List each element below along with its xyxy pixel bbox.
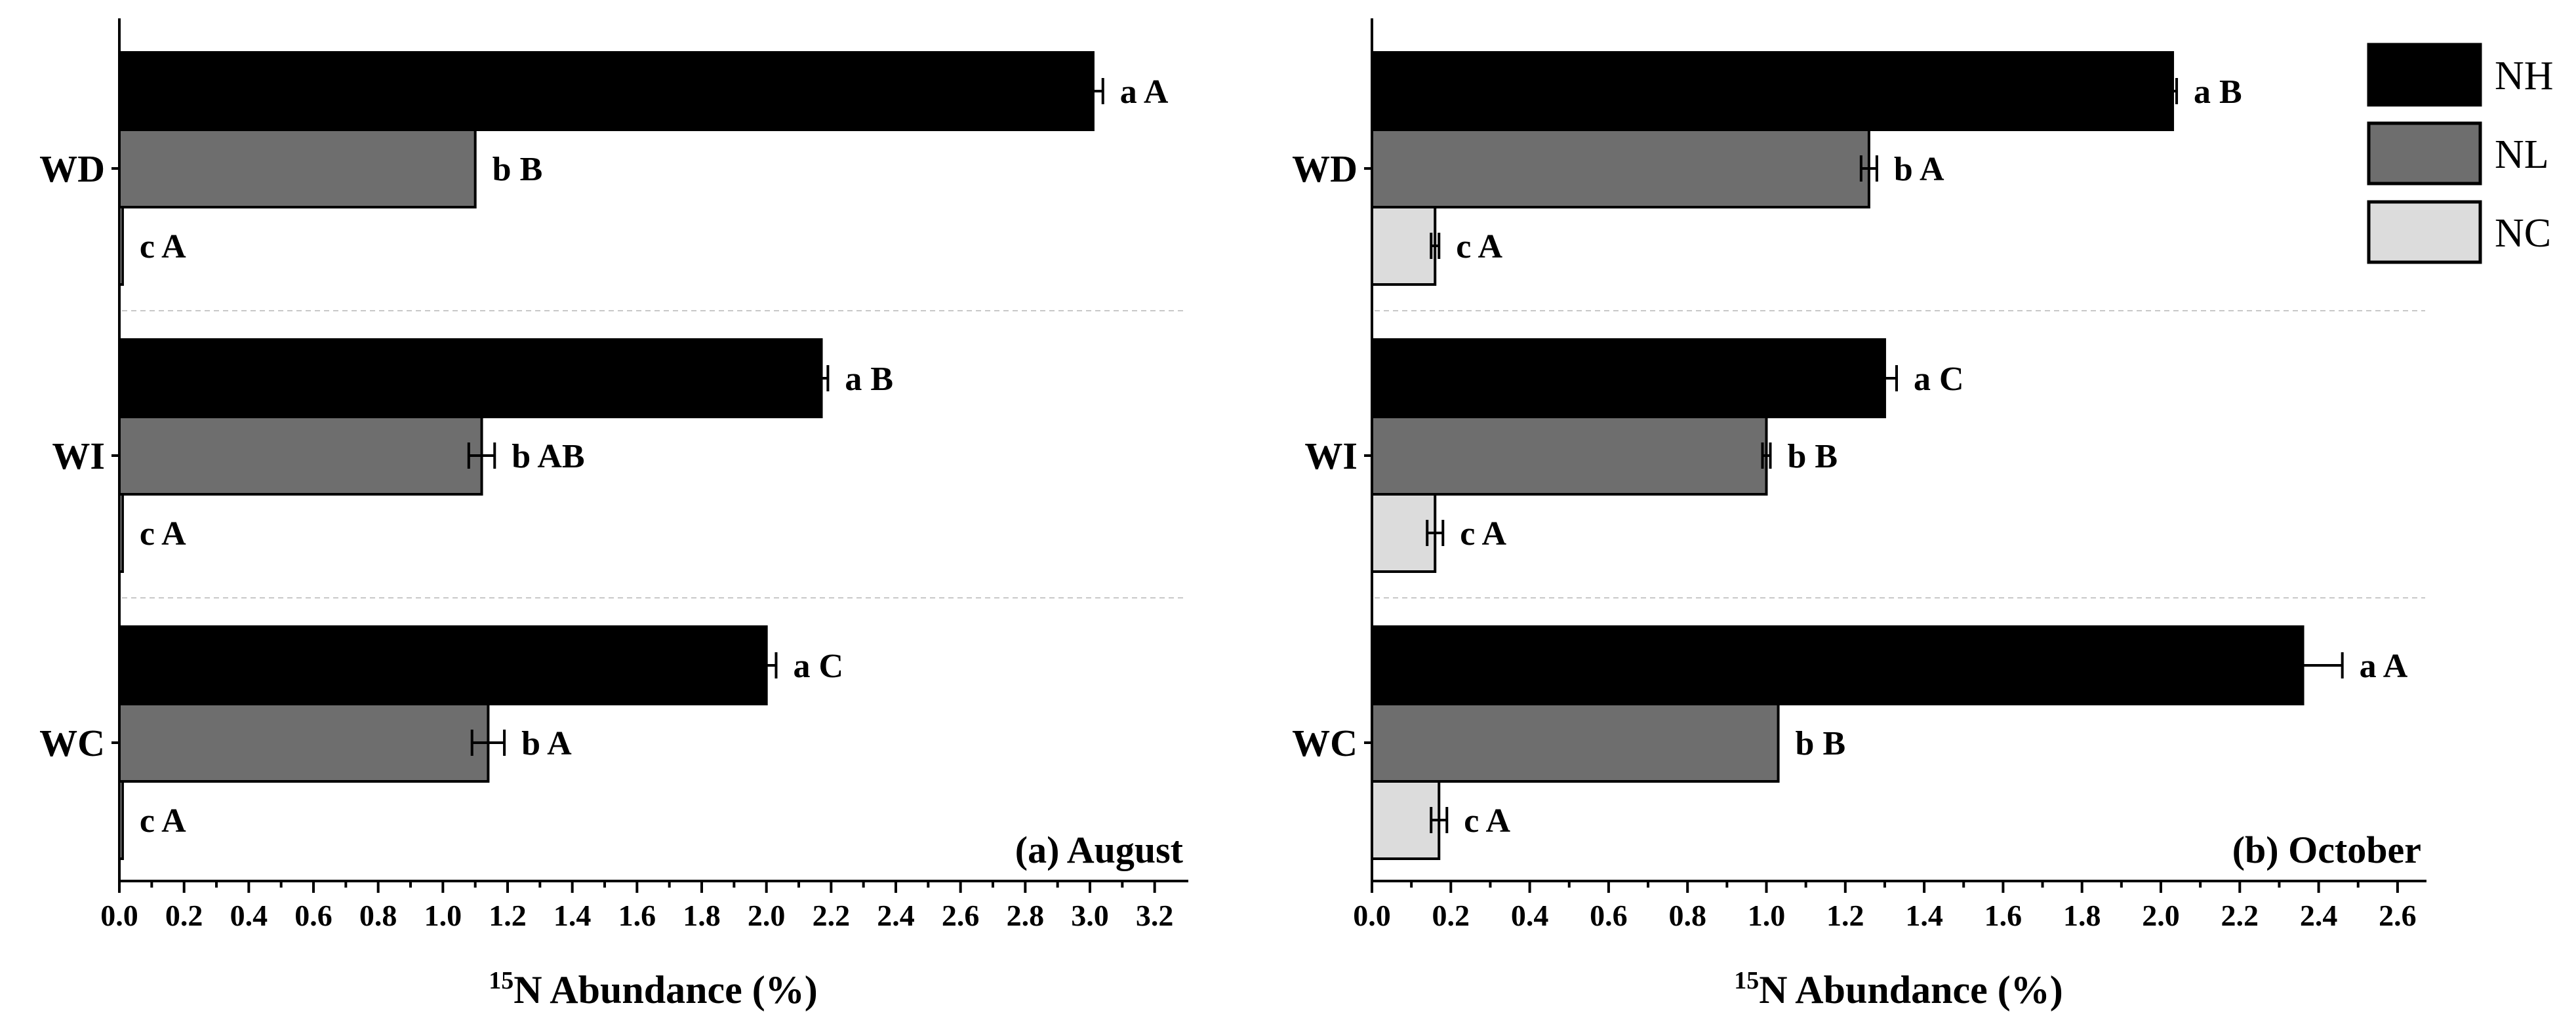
x-tick-label: 2.8 bbox=[1007, 899, 1045, 932]
bar-wc-nl bbox=[1371, 703, 1780, 783]
x-tick-label: 1.6 bbox=[618, 899, 656, 932]
legend-swatch-nc bbox=[2367, 200, 2482, 264]
significance-label: b B bbox=[493, 151, 543, 188]
significance-label: b B bbox=[1788, 438, 1838, 475]
legend-label-nh: NH bbox=[2495, 54, 2554, 98]
x-tick-label: 2.0 bbox=[748, 899, 786, 932]
legend-label-nl: NL bbox=[2495, 132, 2549, 177]
x-tick-label: 0.6 bbox=[294, 899, 332, 932]
category-label: WD bbox=[39, 147, 105, 190]
x-tick-label: 0.6 bbox=[1590, 899, 1628, 932]
category-label: WI bbox=[1304, 435, 1358, 477]
category-label: WC bbox=[39, 722, 105, 764]
x-tick-label: 0.4 bbox=[230, 899, 268, 932]
x-tick-label: 2.4 bbox=[877, 899, 915, 932]
x-tick-label: 1.8 bbox=[683, 899, 721, 932]
x-tick-label: 1.0 bbox=[424, 899, 462, 932]
significance-label: b B bbox=[1796, 725, 1846, 762]
significance-label: c A bbox=[1464, 802, 1510, 840]
legend-swatch-nl bbox=[2367, 121, 2482, 186]
bar-wc-nh bbox=[1371, 625, 2304, 705]
panel-title: (b) October bbox=[2232, 829, 2421, 871]
bar-wd-nl bbox=[1371, 128, 1870, 208]
bar-wi-nl bbox=[1371, 416, 1768, 496]
bar-wc-nc bbox=[1371, 780, 1441, 860]
x-axis-title-superscript: 15 bbox=[489, 967, 513, 994]
panel-title: (a) August bbox=[1015, 829, 1184, 871]
bar-wd-nc bbox=[1371, 206, 1437, 286]
significance-label: c A bbox=[140, 515, 186, 553]
x-tick-label: 1.2 bbox=[489, 899, 527, 932]
x-axis-title-text: N Abundance (%) bbox=[1759, 968, 2063, 1011]
significance-label: a C bbox=[793, 648, 843, 685]
significance-label: a B bbox=[2194, 73, 2242, 111]
x-tick-label: 0.8 bbox=[1668, 899, 1706, 932]
x-tick-label: 1.8 bbox=[2063, 899, 2101, 932]
significance-label: b AB bbox=[512, 438, 584, 475]
x-tick-label: 0.0 bbox=[1353, 899, 1391, 932]
legend: NH NL NC bbox=[2367, 43, 2554, 264]
x-tick-label: 1.0 bbox=[1748, 899, 1786, 932]
x-tick-label: 0.0 bbox=[100, 899, 138, 932]
x-tick-label: 3.2 bbox=[1136, 899, 1174, 932]
x-tick-label: 2.2 bbox=[813, 899, 851, 932]
legend-swatch-nh bbox=[2367, 43, 2482, 107]
bar-wi-nh bbox=[1371, 338, 1886, 418]
panel-b: a B b A c A WD a C b B c A WI a A b B c A WC 0.0 0.2 0… bbox=[1292, 18, 2426, 1011]
x-tick-label: 0.2 bbox=[165, 899, 203, 932]
x-axis-title: 15N Abundance (%) bbox=[489, 967, 817, 1011]
x-tick-label: 0.8 bbox=[359, 899, 397, 932]
x-tick-label: 2.2 bbox=[2221, 899, 2259, 932]
x-tick-label: 1.6 bbox=[1984, 899, 2023, 932]
x-axis-title-superscript: 15 bbox=[1734, 967, 1759, 994]
category-label: WD bbox=[1292, 147, 1358, 190]
panel-a: a A b B c A WD a B b AB c A WI a C b A c A WC 0.0 0.2… bbox=[39, 18, 1188, 1011]
bar-wc-nh bbox=[118, 625, 768, 705]
bar-wi-nc bbox=[1371, 493, 1437, 573]
significance-label: c A bbox=[1456, 228, 1502, 265]
bar-wi-nh bbox=[118, 338, 823, 418]
x-tick-label: 3.0 bbox=[1071, 899, 1109, 932]
legend-label-nc: NC bbox=[2495, 211, 2551, 256]
significance-label: b A bbox=[521, 725, 572, 762]
x-axis-title: 15N Abundance (%) bbox=[1734, 967, 2063, 1011]
x-tick-label: 2.6 bbox=[2379, 899, 2417, 932]
significance-label: b A bbox=[1894, 151, 1944, 188]
significance-label: c A bbox=[1460, 515, 1506, 553]
x-tick-label: 1.4 bbox=[553, 899, 592, 932]
bar-wd-nl bbox=[118, 128, 477, 208]
significance-label: a B bbox=[845, 361, 893, 398]
significance-label: c A bbox=[140, 802, 186, 840]
bar-wd-nh bbox=[1371, 51, 2175, 131]
significance-label: c A bbox=[140, 228, 186, 265]
bar-wd-nh bbox=[118, 51, 1095, 131]
significance-label: a A bbox=[2360, 648, 2408, 685]
significance-label: a C bbox=[1914, 361, 1964, 398]
bar-wc-nl bbox=[118, 703, 490, 783]
x-tick-label: 2.0 bbox=[2142, 899, 2180, 932]
category-label: WI bbox=[52, 435, 105, 477]
x-tick-label: 1.2 bbox=[1826, 899, 1864, 932]
x-axis-title-text: N Abundance (%) bbox=[513, 968, 817, 1011]
significance-label: a A bbox=[1120, 73, 1169, 111]
x-tick-label: 0.2 bbox=[1432, 899, 1470, 932]
x-tick-label: 1.4 bbox=[1905, 899, 1943, 932]
bar-wi-nl bbox=[118, 416, 483, 496]
category-label: WC bbox=[1292, 722, 1358, 764]
x-tick-label: 0.4 bbox=[1511, 899, 1549, 932]
x-tick-label: 2.6 bbox=[942, 899, 980, 932]
x-tick-label: 2.4 bbox=[2300, 899, 2338, 932]
